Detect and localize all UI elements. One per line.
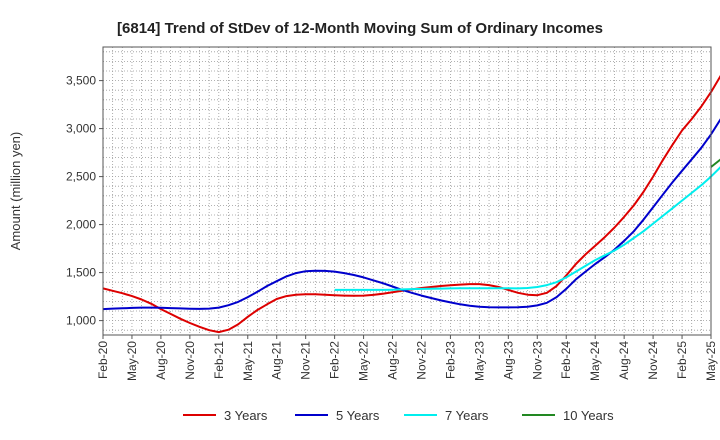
x-tick-label: Feb-21 xyxy=(212,341,226,379)
x-tick-label: Aug-22 xyxy=(386,341,400,380)
legend: 3 Years 5 Years 7 Years 10 Years xyxy=(183,408,614,423)
y-tick-label: 1,500 xyxy=(66,266,96,280)
series-line-10-years xyxy=(710,158,720,168)
x-tick-label: Feb-24 xyxy=(559,341,573,379)
x-tick-label: May-22 xyxy=(357,341,371,381)
series-line-7-years xyxy=(334,166,720,291)
x-tick-label: Aug-24 xyxy=(617,341,631,380)
x-tick-label: Nov-21 xyxy=(299,341,313,380)
series-line-5-years xyxy=(102,118,720,311)
x-tick-label: Aug-21 xyxy=(270,341,284,380)
legend-label: 3 Years xyxy=(224,408,268,423)
x-tick-label: May-25 xyxy=(704,341,718,381)
x-tick-label: May-21 xyxy=(241,341,255,381)
x-tick-label: Feb-22 xyxy=(328,341,342,379)
y-tick-label: 3,000 xyxy=(66,122,96,136)
x-tick-label: Nov-22 xyxy=(414,341,428,380)
plot-area-frame xyxy=(102,46,712,336)
y-tick-label: 1,000 xyxy=(66,314,96,328)
x-tick-label: May-20 xyxy=(125,341,139,381)
y-axis-label: Amount (million yen) xyxy=(8,132,23,251)
y-axis: 1,000 1,500 2,000 2,500 3,000 3,500 xyxy=(66,74,103,328)
legend-label: 10 Years xyxy=(563,408,614,423)
legend-label: 7 Years xyxy=(445,408,489,423)
y-tick-label: 2,000 xyxy=(66,218,96,232)
x-tick-label: May-23 xyxy=(472,341,486,381)
x-tick-label: Nov-23 xyxy=(530,341,544,380)
x-axis: Feb-20 May-20 Aug-20 Nov-20 Feb-21 May-21 Aug-… xyxy=(96,335,718,381)
x-tick-label: Feb-20 xyxy=(96,341,110,379)
grid-lines xyxy=(102,47,712,335)
x-tick-label: Aug-20 xyxy=(154,341,168,380)
y-tick-label: 2,500 xyxy=(66,170,96,184)
x-tick-label: Feb-23 xyxy=(443,341,457,379)
x-tick-label: Nov-24 xyxy=(646,341,660,380)
series-lines xyxy=(102,74,720,334)
x-tick-label: Feb-25 xyxy=(675,341,689,379)
chart-title: [6814] Trend of StDev of 12-Month Moving… xyxy=(117,20,603,37)
y-tick-label: 3,500 xyxy=(66,74,96,88)
x-tick-label: Aug-23 xyxy=(501,341,515,380)
x-tick-label: Nov-20 xyxy=(183,341,197,380)
legend-label: 5 Years xyxy=(336,408,380,423)
x-tick-label: May-24 xyxy=(588,341,602,381)
